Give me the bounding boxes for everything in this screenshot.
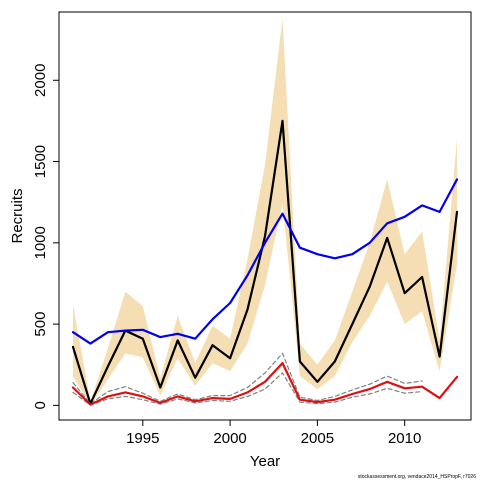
x-tick-label: 1995 xyxy=(126,430,159,447)
y-axis: 0 500 1000 1500 2000 xyxy=(32,64,59,410)
x-tick-label: 2010 xyxy=(388,430,421,447)
red-series-line xyxy=(71,362,459,406)
x-tick-label: 2005 xyxy=(301,430,334,447)
recruits-line xyxy=(71,119,459,405)
plot-frame xyxy=(58,11,472,421)
y-tick-label: 2000 xyxy=(32,64,49,97)
confidence-band-layer xyxy=(73,18,457,406)
x-axis: 1995 2000 2005 2010 xyxy=(126,420,421,447)
y-tick-label: 500 xyxy=(32,312,49,337)
credit-label: stockassessment.org, vendace2014_HSPropF… xyxy=(358,474,476,480)
y-axis-title: Recruits xyxy=(9,188,26,243)
x-axis-title: Year xyxy=(250,453,280,470)
confidence-band xyxy=(73,18,457,406)
series-lines-layer xyxy=(71,119,459,406)
y-tick-label: 1000 xyxy=(32,226,49,259)
red-lower-dashed-line xyxy=(72,372,423,406)
y-tick-label: 0 xyxy=(32,401,49,409)
x-tick-label: 2000 xyxy=(213,430,246,447)
y-tick-label: 1500 xyxy=(32,145,49,178)
blue-series-line xyxy=(71,178,459,345)
red-upper-dashed-line xyxy=(72,352,423,405)
